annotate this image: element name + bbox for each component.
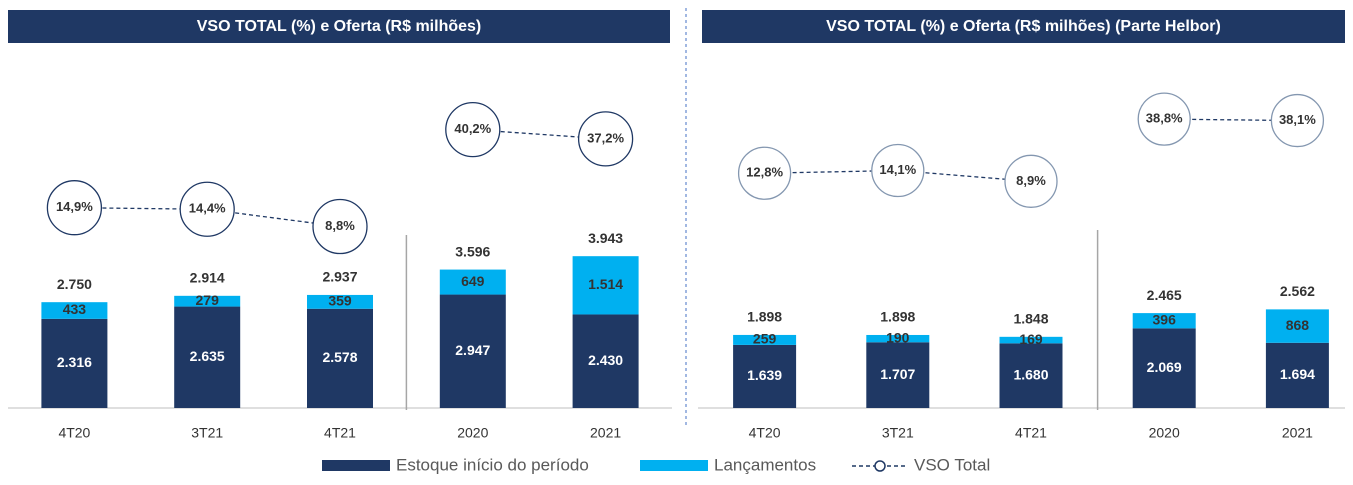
vso-label: 8,8%: [325, 218, 355, 233]
bar-segment: [439, 294, 506, 408]
value-label: 2.316: [57, 354, 92, 370]
vso-marker: [445, 101, 501, 158]
value-label: 190: [886, 329, 910, 345]
vso-marker: [46, 180, 103, 236]
title-bar: [8, 10, 670, 43]
bar-segment: [174, 295, 241, 307]
total-label: 2.750: [57, 276, 92, 292]
total-label: 1.848: [1013, 311, 1048, 327]
value-label: 1.694: [1280, 366, 1315, 382]
legend-label: Lançamentos: [714, 455, 816, 474]
legend-label: VSO Total: [914, 455, 990, 474]
vso-label: 38,1%: [1279, 112, 1316, 127]
bar-segment: [572, 314, 639, 408]
vso-label: 14,4%: [189, 201, 226, 216]
vso-marker: [1137, 92, 1191, 146]
vso-label: 14,9%: [56, 199, 93, 214]
legend-label: Estoque início do período: [396, 455, 589, 474]
bar-segment: [307, 294, 373, 309]
total-label: 3.596: [455, 243, 490, 259]
x-tick-label: 2021: [590, 425, 621, 441]
value-label: 2.069: [1147, 359, 1182, 375]
vso-marker: [312, 198, 368, 255]
value-label: 1.639: [747, 367, 782, 383]
bar-segment: [174, 306, 241, 408]
bar-segment: [1265, 342, 1329, 408]
value-label: 169: [1019, 331, 1043, 347]
x-tick-label: 3T21: [882, 425, 914, 441]
value-label: 2.635: [190, 348, 225, 364]
value-label: 279: [196, 292, 220, 308]
vso-label: 40,2%: [454, 121, 491, 136]
bar-segment: [733, 334, 797, 345]
x-tick-label: 4T21: [1015, 425, 1047, 441]
vso-marker: [1270, 93, 1325, 148]
x-tick-label: 2021: [1282, 425, 1313, 441]
bar-segment: [1132, 328, 1196, 408]
bar-segment: [866, 334, 930, 343]
vso-label: 14,1%: [879, 162, 916, 177]
total-label: 2.562: [1280, 283, 1315, 299]
bar-segment: [307, 308, 373, 408]
value-label: 868: [1286, 317, 1310, 333]
total-label: 1.898: [880, 309, 915, 325]
bar-segment: [1132, 313, 1196, 329]
chart-title: VSO TOTAL (%) e Oferta (R$ milhões) (Par…: [826, 18, 1221, 35]
x-tick-label: 4T20: [749, 425, 781, 441]
value-label: 259: [753, 331, 777, 347]
x-tick-label: 4T20: [58, 425, 90, 441]
vso-marker: [1004, 154, 1058, 208]
value-label: 2.430: [588, 352, 623, 368]
value-label: 1.514: [588, 276, 623, 292]
x-tick-label: 4T21: [324, 425, 356, 441]
total-label: 2.937: [322, 269, 357, 285]
legend-swatch: [640, 460, 708, 471]
bar-segment: [733, 344, 797, 408]
value-label: 2.578: [322, 349, 357, 365]
vso-label: 12,8%: [746, 165, 783, 180]
vso-line: [74, 207, 341, 228]
value-label: 433: [63, 301, 87, 317]
vso-label: 38,8%: [1146, 111, 1183, 126]
legend-marker: [874, 460, 886, 472]
bar-segment: [866, 342, 930, 408]
vso-label: 8,9%: [1016, 173, 1046, 188]
vso-label: 37,2%: [587, 130, 624, 145]
legend-swatch: [322, 460, 390, 471]
bar-segment: [999, 343, 1063, 408]
x-tick-label: 2020: [1149, 425, 1180, 441]
bar-segment: [41, 318, 108, 408]
value-label: 2.947: [455, 342, 490, 358]
bar-segment: [1265, 309, 1329, 343]
total-label: 2.914: [190, 270, 225, 286]
total-label: 1.898: [747, 309, 782, 325]
value-label: 359: [328, 293, 352, 309]
bar-segment: [999, 336, 1063, 344]
vso-marker: [871, 143, 925, 198]
bar-segment: [572, 256, 639, 315]
vso-marker: [577, 111, 634, 167]
total-label: 2.465: [1147, 287, 1182, 303]
title-bar: [702, 10, 1345, 43]
value-label: 1.707: [880, 366, 915, 382]
bar-segment: [41, 302, 108, 319]
value-label: 649: [461, 273, 485, 289]
value-label: 396: [1153, 311, 1177, 327]
chart-title: VSO TOTAL (%) e Oferta (R$ milhões): [197, 18, 482, 35]
vso-marker: [179, 181, 235, 237]
bar-segment: [439, 269, 506, 295]
vso-marker: [737, 146, 792, 200]
total-label: 3.943: [588, 230, 623, 246]
x-tick-label: 2020: [457, 425, 488, 441]
x-tick-label: 3T21: [191, 425, 223, 441]
value-label: 1.680: [1013, 366, 1048, 382]
